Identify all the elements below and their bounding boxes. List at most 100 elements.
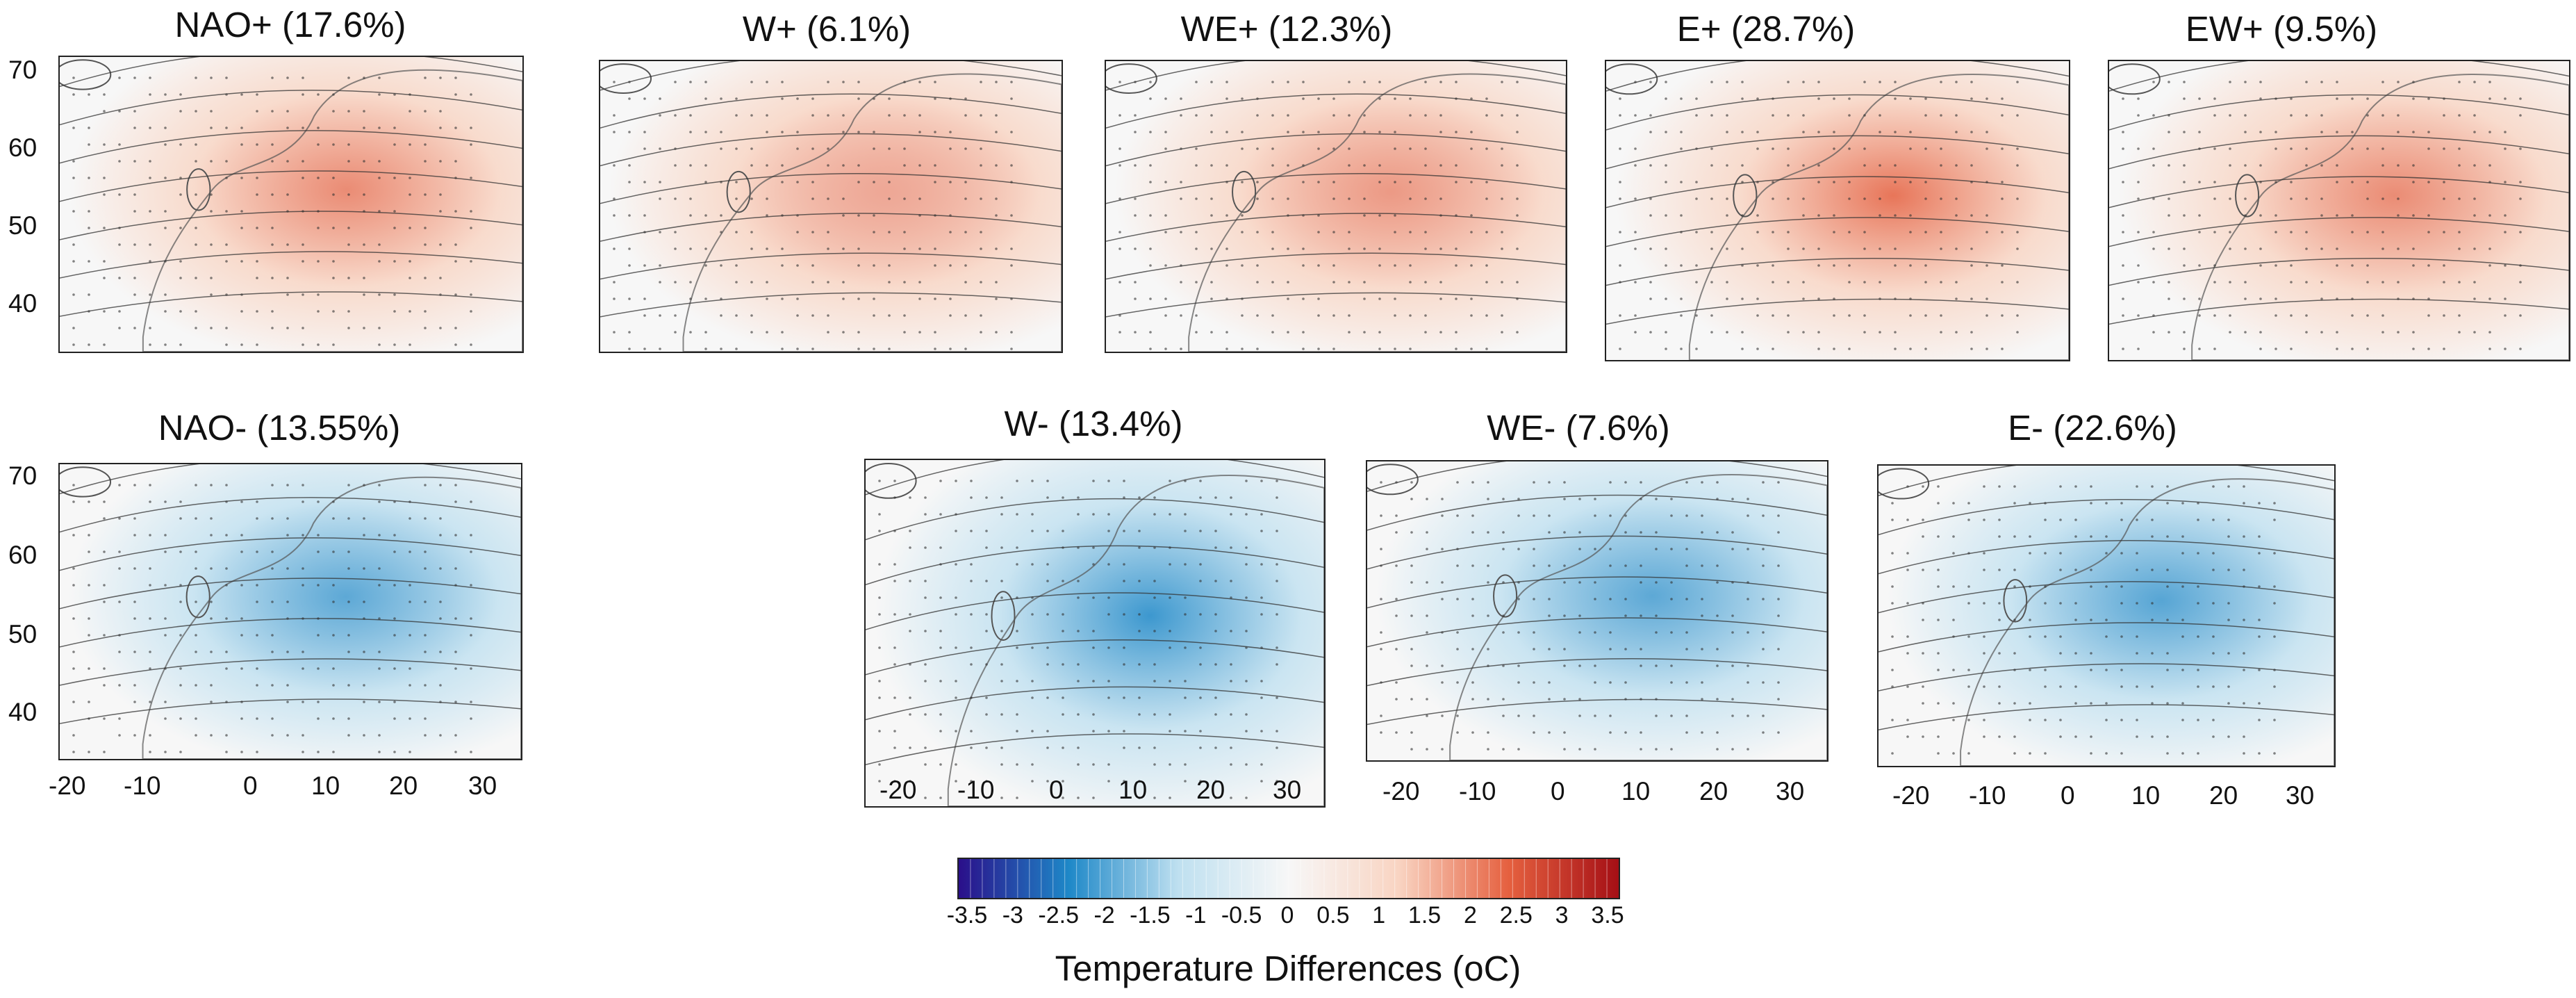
colorbar-tick-label: 1 xyxy=(1372,902,1386,929)
map-area xyxy=(1877,464,2336,767)
isobar-contour xyxy=(60,130,522,164)
x-tick: -20 xyxy=(1892,781,1930,810)
isobar-contour xyxy=(1367,576,1827,609)
coastline xyxy=(1449,473,1827,760)
x-tick: -10 xyxy=(957,776,995,804)
y-tick: 70 xyxy=(8,56,38,84)
map-area xyxy=(58,463,522,760)
map-plot xyxy=(1606,61,2069,360)
iceland-outline xyxy=(1367,464,1419,496)
britain-outline xyxy=(1493,574,1518,618)
panel-title: EW+ (9.5%) xyxy=(2185,9,2378,49)
map-area xyxy=(1605,60,2070,361)
panel-title: W+ (6.1%) xyxy=(742,9,911,49)
isobar-contour xyxy=(1106,213,1566,242)
legend-title: Temperature Differences (oC) xyxy=(1055,949,1521,988)
isobar-contour xyxy=(1606,258,2069,286)
map-plot xyxy=(1106,61,1566,352)
isobar-contour xyxy=(1606,176,2069,208)
significance-stipple xyxy=(1118,81,1519,350)
isobar-contour xyxy=(600,213,1062,242)
significance-stipple xyxy=(1619,81,2019,350)
isobar-contour xyxy=(60,57,522,88)
x-tick: -10 xyxy=(124,771,161,800)
panel-title: E+ (28.7%) xyxy=(1676,9,1856,49)
y-tick: 50 xyxy=(8,211,38,240)
coastline xyxy=(1960,478,2334,766)
colorbar-tick-label: 3.5 xyxy=(1591,902,1624,929)
x-tick: 0 xyxy=(243,771,258,800)
x-tick: 20 xyxy=(389,771,418,800)
isobar-contour xyxy=(60,90,522,126)
anomaly-field xyxy=(1106,61,1566,352)
isobar-contour xyxy=(600,61,1062,91)
isobar-contour xyxy=(2109,217,2569,247)
colorbar-tick-label: 0.5 xyxy=(1316,902,1350,929)
iceland-outline xyxy=(60,59,112,90)
isobar-contour xyxy=(1106,292,1566,318)
map-plot xyxy=(60,57,522,352)
y-tick: 70 xyxy=(8,461,38,490)
map-area xyxy=(2108,60,2570,361)
isobar-contour xyxy=(600,292,1062,318)
anomaly-field xyxy=(60,464,521,759)
isobar-contour xyxy=(866,639,1324,676)
isobar-contour xyxy=(866,545,1324,585)
significance-stipple xyxy=(72,76,472,346)
map-plot xyxy=(866,460,1324,806)
x-tick: -10 xyxy=(1969,781,2006,810)
y-tick: 50 xyxy=(8,620,38,648)
isobar-contour xyxy=(1606,298,2069,325)
isobar-contour xyxy=(1879,622,2334,653)
x-tick: 0 xyxy=(1551,777,1565,805)
panel-title: WE+ (12.3%) xyxy=(1180,9,1393,49)
isobar-contour xyxy=(1367,494,1827,531)
isobar-contour xyxy=(600,93,1062,129)
britain-outline xyxy=(2003,579,2028,623)
colorbar-tick-label: -1 xyxy=(1185,902,1207,929)
significance-stipple xyxy=(1891,485,2276,755)
anomaly-field xyxy=(600,61,1062,352)
iceland-outline xyxy=(1106,63,1157,94)
iceland-outline xyxy=(1606,63,1658,95)
coastline xyxy=(1188,73,1566,352)
x-tick: 0 xyxy=(1049,776,1064,804)
map-plot xyxy=(600,61,1062,352)
isobar-contour xyxy=(1606,217,2069,247)
panel-title: NAO+ (17.6%) xyxy=(174,5,406,44)
isobar-contour xyxy=(60,464,521,495)
isobar-contour xyxy=(1106,173,1566,204)
isobar-contour xyxy=(1367,461,1827,492)
x-tick: 20 xyxy=(2209,781,2238,810)
isobar-contour xyxy=(1879,466,2334,496)
y-tick: 60 xyxy=(8,541,38,569)
significance-stipple xyxy=(878,480,1278,799)
significance-stipple xyxy=(1380,481,1780,751)
britain-outline xyxy=(2235,174,2260,218)
isobar-contour xyxy=(1606,94,2069,131)
iceland-outline xyxy=(60,466,112,498)
x-tick: 30 xyxy=(1776,777,1805,805)
colorbar-tick-label: -2 xyxy=(1093,902,1115,929)
isobar-contour xyxy=(1606,61,2069,92)
isobar-contour xyxy=(866,592,1324,630)
isobar-contour xyxy=(2109,298,2569,325)
isobar-contour xyxy=(60,291,522,317)
map-plot xyxy=(2109,61,2569,360)
britain-outline xyxy=(991,591,1016,641)
britain-outline xyxy=(186,168,211,211)
colorbar-tick-label: -1.5 xyxy=(1130,902,1171,929)
x-tick: 10 xyxy=(1118,776,1148,804)
isobar-contour xyxy=(1367,698,1827,726)
isobar-contour xyxy=(1106,61,1566,91)
anomaly-field xyxy=(60,57,522,352)
isobar-contour xyxy=(60,251,522,279)
colorbar-tick-label: 2 xyxy=(1463,902,1477,929)
x-tick: 30 xyxy=(468,771,497,800)
isobar-contour xyxy=(2109,176,2569,208)
isobar-contour xyxy=(600,252,1062,280)
isobar-contour xyxy=(1106,252,1566,280)
isobar-contour xyxy=(60,698,521,724)
isobar-contour xyxy=(1879,581,2334,614)
isobar-contour xyxy=(2109,135,2569,170)
